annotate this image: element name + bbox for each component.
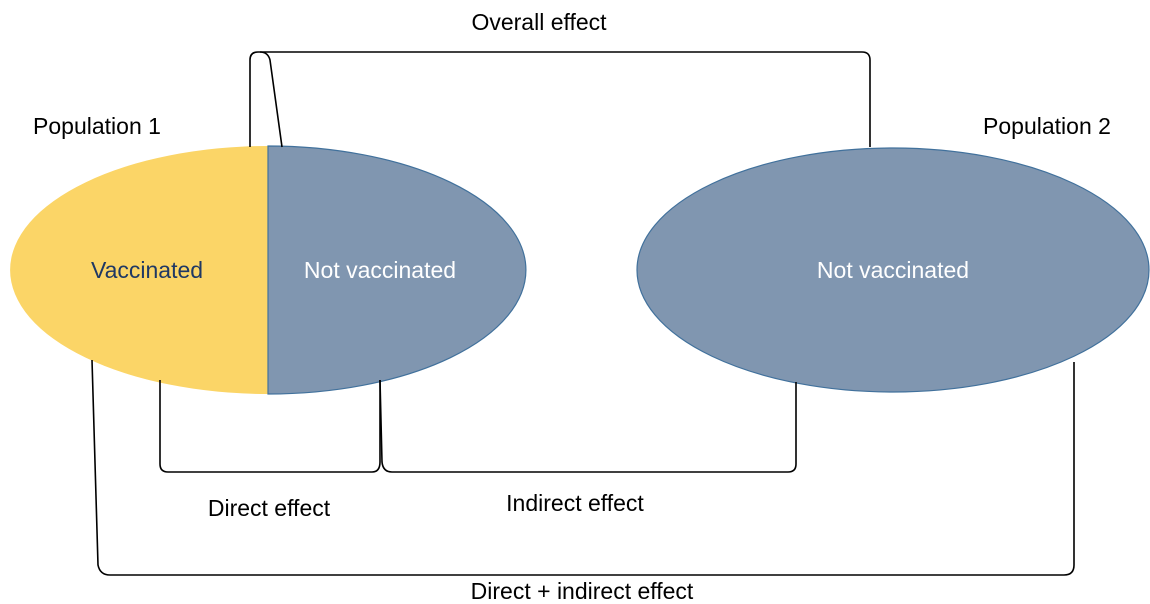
overall-bracket-inner bbox=[259, 51, 283, 148]
combined-label: Direct + indirect effect bbox=[471, 578, 694, 604]
population-label: Population 1 bbox=[33, 113, 161, 139]
combined-bracket bbox=[91, 359, 1075, 576]
overall-label: Overall effect bbox=[471, 9, 607, 35]
population-2-ellipse bbox=[636, 147, 1150, 393]
indirect-label: Indirect effect bbox=[506, 490, 644, 516]
direct-label: Direct effect bbox=[208, 495, 331, 521]
overall-bracket bbox=[249, 51, 871, 147]
vaccinated-region bbox=[10, 146, 268, 394]
population-label: Population 2 bbox=[983, 113, 1111, 139]
group-label: Not vaccinated bbox=[817, 257, 969, 283]
group-label: Not vaccinated bbox=[304, 257, 456, 283]
group-label: Vaccinated bbox=[91, 257, 203, 283]
indirect-bracket bbox=[379, 379, 797, 473]
direct-bracket bbox=[159, 380, 381, 473]
